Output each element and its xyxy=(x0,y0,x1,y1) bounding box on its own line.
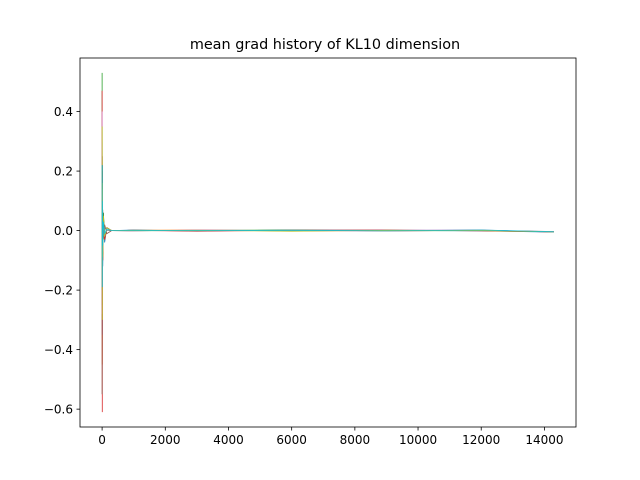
series-layer xyxy=(101,72,554,413)
x-tick-label: 12000 xyxy=(462,433,500,447)
x-tick-label: 14000 xyxy=(525,433,563,447)
plot-background xyxy=(80,58,576,427)
x-tick-label: 10000 xyxy=(399,433,437,447)
y-tick-label: 0.2 xyxy=(54,164,73,178)
chart-title: mean grad history of KL10 dimension xyxy=(190,37,460,53)
x-tick-label: 8000 xyxy=(340,433,371,447)
x-tick-label: 4000 xyxy=(213,433,244,447)
y-tick-label: 0.0 xyxy=(54,224,73,238)
x-tick-label: 2000 xyxy=(150,433,181,447)
y-tick-label: −0.2 xyxy=(44,283,73,297)
y-axis: −0.6 −0.4 −0.2 0.0 0.2 0.4 xyxy=(44,105,80,416)
y-tick-label: −0.6 xyxy=(44,402,73,416)
y-tick-label: −0.4 xyxy=(44,343,73,357)
y-tick-label: 0.4 xyxy=(54,105,73,119)
x-axis: 0 2000 4000 6000 8000 10000 12000 14000 xyxy=(98,427,564,447)
series-line-10 xyxy=(101,165,554,288)
x-tick-label: 0 xyxy=(98,433,106,447)
axes-frame xyxy=(79,57,577,428)
plot-area xyxy=(79,57,577,428)
x-tick-label: 6000 xyxy=(276,433,307,447)
